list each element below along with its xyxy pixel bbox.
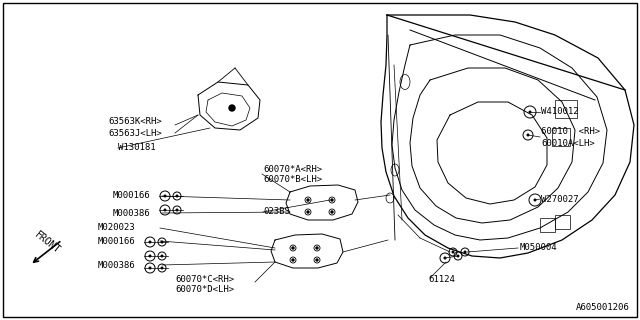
Circle shape	[527, 133, 529, 137]
Text: 63563K<RH>: 63563K<RH>	[108, 117, 162, 126]
Circle shape	[161, 241, 163, 244]
Circle shape	[148, 241, 152, 244]
Circle shape	[529, 110, 531, 114]
Text: A605001206: A605001206	[576, 303, 630, 313]
Text: 63563J<LH>: 63563J<LH>	[108, 129, 162, 138]
Text: W410012: W410012	[541, 108, 579, 116]
Circle shape	[463, 251, 467, 253]
Text: M000386: M000386	[113, 209, 150, 218]
Circle shape	[444, 257, 447, 260]
Circle shape	[175, 195, 179, 197]
Bar	[540, 218, 555, 232]
Circle shape	[331, 211, 333, 213]
Text: 60070*D<LH>: 60070*D<LH>	[175, 284, 234, 293]
Circle shape	[148, 267, 152, 269]
Circle shape	[161, 267, 163, 269]
Text: M000166: M000166	[98, 236, 136, 245]
Text: M050004: M050004	[520, 244, 557, 252]
Circle shape	[175, 209, 179, 212]
Text: FRONT: FRONT	[33, 230, 61, 256]
Circle shape	[292, 259, 294, 261]
Text: 60070*C<RH>: 60070*C<RH>	[175, 275, 234, 284]
Bar	[552, 128, 570, 146]
Circle shape	[534, 198, 536, 202]
Text: W270027: W270027	[541, 195, 579, 204]
Circle shape	[451, 251, 454, 253]
Text: 60070*B<LH>: 60070*B<LH>	[263, 175, 322, 185]
Text: M000166: M000166	[113, 191, 150, 201]
Circle shape	[307, 199, 309, 201]
Circle shape	[148, 254, 152, 258]
Circle shape	[229, 105, 235, 111]
Circle shape	[316, 247, 318, 249]
Text: 60010A<LH>: 60010A<LH>	[541, 139, 595, 148]
Text: M020023: M020023	[98, 223, 136, 233]
Text: 61124: 61124	[428, 276, 455, 284]
Circle shape	[307, 211, 309, 213]
Text: 023BS: 023BS	[263, 207, 290, 217]
Circle shape	[316, 259, 318, 261]
Bar	[555, 100, 577, 118]
Circle shape	[163, 195, 166, 197]
Text: W130181: W130181	[118, 143, 156, 153]
Text: 60010  <RH>: 60010 <RH>	[541, 127, 600, 137]
Circle shape	[331, 199, 333, 201]
Circle shape	[163, 209, 166, 212]
Circle shape	[292, 247, 294, 249]
Text: 60070*A<RH>: 60070*A<RH>	[263, 165, 322, 174]
Circle shape	[161, 254, 163, 258]
Circle shape	[456, 254, 460, 258]
Bar	[555, 215, 570, 229]
Text: M000386: M000386	[98, 260, 136, 269]
